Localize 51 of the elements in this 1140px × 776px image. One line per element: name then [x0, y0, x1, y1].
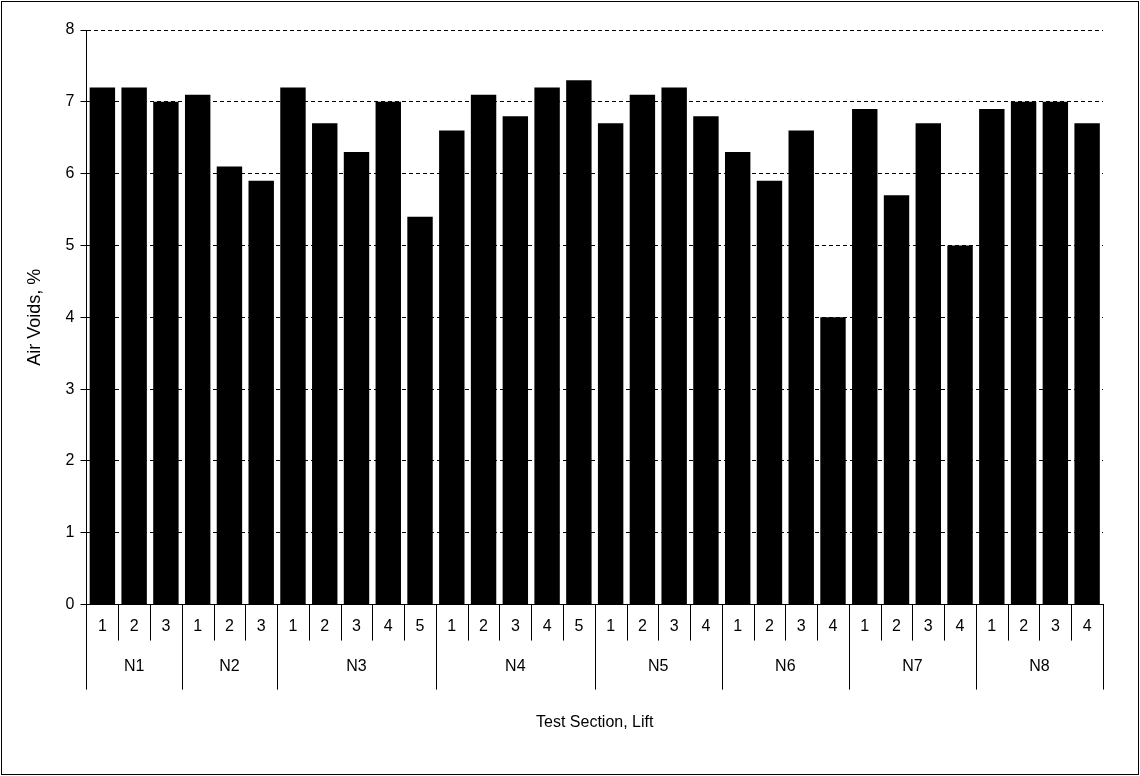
text: N6 — [775, 657, 796, 675]
x-tick-label: 3 — [256, 616, 266, 634]
x-tick-label: 4 — [542, 616, 552, 634]
text: N5 — [648, 657, 669, 675]
y-tick-label: 0 — [65, 595, 75, 613]
text: N1 — [123, 657, 145, 675]
x-tick-label: 3 — [161, 616, 171, 634]
x-tick-label: 1 — [733, 616, 743, 634]
x-tick-label: 3 — [1050, 616, 1060, 634]
x-tick-label: 5 — [415, 616, 425, 634]
text: N2 — [219, 657, 240, 675]
y-tick-label: 3 — [65, 379, 75, 397]
y-tick-label: 7 — [65, 92, 75, 110]
x-tick-label: 2 — [224, 616, 234, 634]
x-tick-label: 1 — [193, 616, 203, 634]
x-tick-label: 5 — [574, 616, 584, 634]
x-tick-label: 2 — [637, 616, 647, 634]
x-tick-label: 1 — [860, 616, 870, 634]
y-tick-label: 2 — [65, 451, 75, 469]
text: N7 — [902, 657, 923, 675]
x-tick-label: 3 — [796, 616, 806, 634]
y-tick-label: 5 — [65, 235, 75, 253]
x-tick-label: 1 — [987, 616, 997, 634]
text: N8 — [1029, 657, 1050, 675]
x-tick-label: 3 — [923, 616, 933, 634]
x-tick-label: 2 — [1019, 616, 1029, 634]
y-tick-label: 4 — [65, 307, 75, 325]
x-tick-label: 2 — [479, 616, 489, 634]
x-tick-label: 4 — [1082, 616, 1092, 634]
x-tick-label: 4 — [701, 616, 711, 634]
x-tick-label: 1 — [447, 616, 457, 634]
text: N4 — [505, 657, 526, 675]
x-tick-label: 4 — [383, 616, 393, 634]
x-tick-label: 1 — [97, 616, 107, 634]
x-tick-label: 1 — [288, 616, 298, 634]
x-tick-label: 4 — [828, 616, 838, 634]
y-tick-label: 8 — [65, 20, 75, 38]
y-tick-label: 1 — [65, 523, 75, 541]
x-tick-label: 1 — [606, 616, 616, 634]
text: N3 — [346, 657, 367, 675]
x-tick-label: 2 — [320, 616, 330, 634]
x-tick-label: 4 — [955, 616, 965, 634]
x-tick-label: 2 — [129, 616, 139, 634]
y-tick-label: 6 — [65, 164, 75, 182]
x-axis-title: Test Section, Lift — [536, 712, 654, 730]
y-axis-title: Air Voids, % — [23, 268, 44, 366]
x-tick-label: 2 — [892, 616, 902, 634]
x-tick-label: 3 — [669, 616, 679, 634]
x-tick-label: 3 — [510, 616, 520, 634]
x-tick-label: 3 — [352, 616, 362, 634]
x-tick-label: 2 — [765, 616, 775, 634]
